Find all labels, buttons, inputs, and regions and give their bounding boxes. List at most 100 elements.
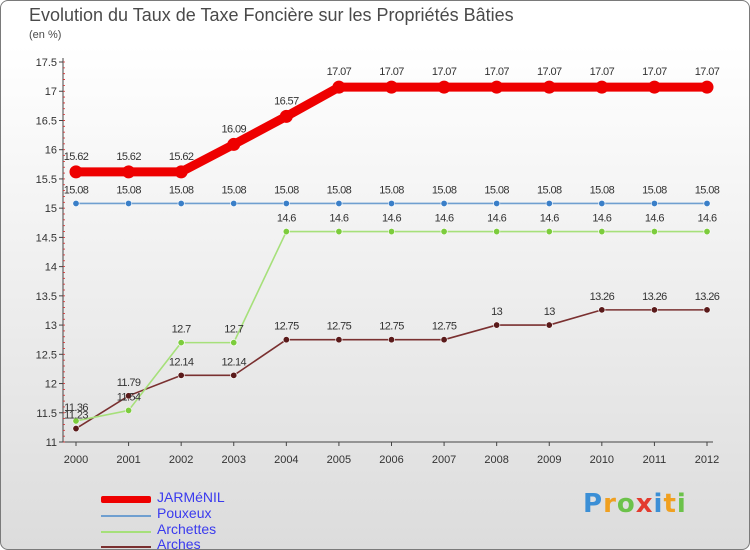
logo-letter: i	[653, 489, 664, 519]
y-tick-label: 16.5	[36, 115, 57, 127]
data-point	[650, 306, 658, 314]
y-tick-label: 17	[45, 86, 57, 98]
data-label: 14.6	[487, 213, 506, 225]
x-tick-label: 2000	[64, 454, 88, 466]
legend-label-arches: Arches	[157, 536, 201, 550]
data-label: 15.08	[379, 184, 404, 196]
data-label: 17.07	[432, 66, 457, 78]
data-label: 15.08	[274, 184, 299, 196]
data-label: 13	[544, 306, 556, 318]
data-label: 13	[491, 306, 503, 318]
data-label: 14.6	[645, 213, 664, 225]
legend-label-jarmenil: JARMéNIL	[157, 489, 225, 505]
data-label: 13.26	[695, 291, 720, 303]
data-label: 12.75	[327, 321, 352, 333]
data-point	[650, 228, 658, 236]
logo-letter: i	[676, 489, 687, 519]
data-point	[440, 199, 448, 207]
data-label: 15.08	[169, 184, 194, 196]
data-label: 12.75	[274, 321, 299, 333]
y-tick-label: 11.5	[36, 408, 57, 420]
data-point	[598, 228, 606, 236]
data-label: 11.54	[117, 391, 141, 403]
data-point	[125, 406, 133, 414]
x-tick-label: 2012	[695, 454, 719, 466]
data-point	[598, 306, 606, 314]
logo-letter: t	[663, 489, 677, 519]
data-point	[122, 165, 136, 179]
data-point	[177, 339, 185, 347]
x-tick-label: 2011	[643, 454, 667, 466]
data-label: 15.08	[484, 184, 509, 196]
x-tick-label: 2004	[274, 454, 298, 466]
data-point	[385, 80, 398, 94]
data-point	[282, 199, 290, 207]
y-tick-label: 15.5	[36, 174, 57, 186]
x-tick-label: 2002	[169, 454, 193, 466]
data-label: 17.07	[695, 66, 720, 78]
y-tick-label: 13.5	[36, 291, 57, 303]
legend-swatch-arches	[101, 546, 151, 548]
data-point	[230, 199, 238, 207]
logo-letter: P	[583, 489, 604, 519]
data-point	[230, 371, 238, 379]
proxiti-logo: Proxiti	[583, 489, 687, 519]
data-label: 15.08	[116, 184, 141, 196]
data-label: 16.09	[221, 123, 246, 135]
data-point	[490, 80, 504, 94]
data-label: 13.26	[590, 291, 615, 303]
y-tick-label: 12	[45, 379, 57, 391]
data-point	[279, 109, 293, 123]
data-label: 11.23	[64, 410, 88, 422]
data-point	[493, 321, 501, 329]
data-label: 12.75	[379, 321, 404, 333]
y-tick-label: 13	[45, 320, 57, 332]
data-point	[437, 80, 451, 94]
y-tick-label: 14	[45, 262, 57, 274]
legend-swatch-jarmenil	[101, 496, 151, 503]
data-label: 15.08	[695, 184, 720, 196]
data-label: 14.6	[435, 213, 454, 225]
x-tick-label: 2005	[327, 454, 351, 466]
data-label: 15.62	[64, 151, 89, 163]
data-label: 14.6	[329, 213, 348, 225]
data-label: 15.08	[642, 184, 667, 196]
data-point	[703, 199, 711, 207]
data-point	[440, 336, 448, 344]
data-point	[387, 336, 395, 344]
data-label: 12.14	[169, 356, 194, 368]
data-label: 17.07	[642, 66, 667, 78]
data-label: 16.57	[274, 95, 299, 107]
data-point	[542, 80, 556, 94]
data-point	[650, 199, 658, 207]
data-label: 17.07	[379, 66, 404, 78]
data-point	[335, 199, 343, 207]
data-label: 12.14	[221, 356, 246, 368]
data-label: 15.08	[432, 184, 457, 196]
data-label: 12.7	[224, 324, 243, 336]
x-tick-label: 2006	[379, 454, 403, 466]
data-point	[598, 199, 606, 207]
data-label: 15.08	[537, 184, 562, 196]
data-point	[545, 228, 553, 236]
data-point	[72, 199, 80, 207]
data-label: 14.6	[592, 213, 611, 225]
data-point	[387, 199, 395, 207]
data-point	[335, 336, 343, 344]
x-tick-label: 2001	[116, 454, 140, 466]
y-tick-label: 14.5	[36, 232, 57, 244]
data-point	[282, 228, 290, 236]
data-point	[493, 228, 501, 236]
x-tick-label: 2009	[537, 454, 561, 466]
data-point	[493, 199, 501, 207]
data-point	[700, 80, 714, 94]
y-tick-label: 12.5	[36, 349, 57, 361]
x-tick-label: 2003	[222, 454, 246, 466]
data-label: 15.08	[590, 184, 615, 196]
data-point	[440, 228, 448, 236]
data-point	[332, 80, 346, 94]
data-point	[125, 199, 133, 207]
data-point	[177, 199, 185, 207]
